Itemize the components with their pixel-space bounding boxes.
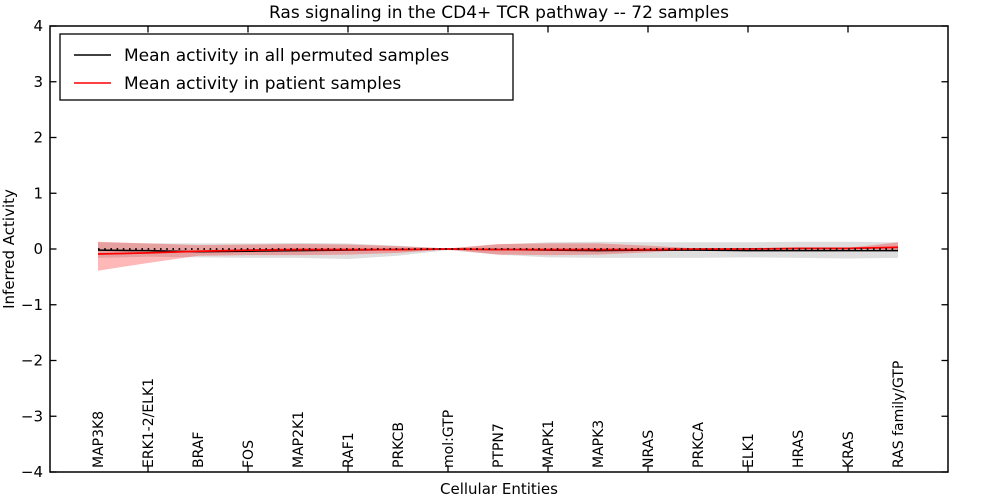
y-tick-label: −3 — [21, 407, 43, 425]
category-label: HRAS — [791, 430, 807, 468]
y-tick-label: 0 — [33, 240, 43, 258]
legend: Mean activity in all permuted samples Me… — [59, 33, 514, 101]
y-tick-label: −4 — [21, 463, 43, 481]
category-label: KRAS — [841, 431, 857, 468]
category-label: ELK1 — [741, 433, 757, 468]
y-tick-label: −2 — [21, 352, 43, 370]
y-tick-label: 4 — [33, 17, 43, 35]
category-label: mol:GTP — [441, 410, 457, 468]
y-tick-label: −1 — [21, 296, 43, 314]
std-dev-bands — [98, 241, 898, 271]
category-label: PRKCB — [391, 422, 407, 468]
category-label: MAP2K1 — [291, 411, 307, 468]
category-label: MAPK1 — [541, 420, 557, 468]
series-line-1 — [97, 246, 899, 255]
x-category-labels: MAP3K8 ERK1-2/ELK1 BRAF FOS MAP2K1 RAF1 PRKCB m… — [91, 361, 907, 468]
y-axis-label: Inferred Activity — [0, 189, 18, 309]
legend-label-patient: Mean activity in patient samples — [124, 74, 401, 94]
category-label: FOS — [241, 440, 257, 468]
y-tick-label: 1 — [33, 184, 43, 202]
category-label: ERK1-2/ELK1 — [141, 378, 157, 468]
category-label: MAP3K8 — [91, 411, 107, 468]
category-label: BRAF — [191, 432, 207, 468]
y-tick-label: 3 — [33, 73, 43, 91]
category-label: MAPK3 — [591, 420, 607, 468]
category-label: NRAS — [641, 430, 657, 468]
category-label: RAS family/GTP — [891, 361, 907, 468]
x-axis-ticks — [147, 26, 849, 472]
y-axis-ticks: 4 3 2 1 0 −1 −2 −3 −4 — [21, 17, 948, 481]
legend-label-permuted: Mean activity in all permuted samples — [124, 46, 449, 66]
mean-activity-lines — [97, 246, 899, 255]
legend-box — [59, 33, 514, 101]
chart-title: Ras signaling in the CD4+ TCR pathway --… — [269, 3, 729, 23]
y-tick-label: 2 — [33, 129, 43, 147]
category-label: PRKCA — [691, 422, 707, 468]
x-axis-label: Cellular Entities — [440, 480, 558, 498]
category-label: PTPN7 — [491, 423, 507, 468]
category-label: RAF1 — [341, 432, 357, 468]
